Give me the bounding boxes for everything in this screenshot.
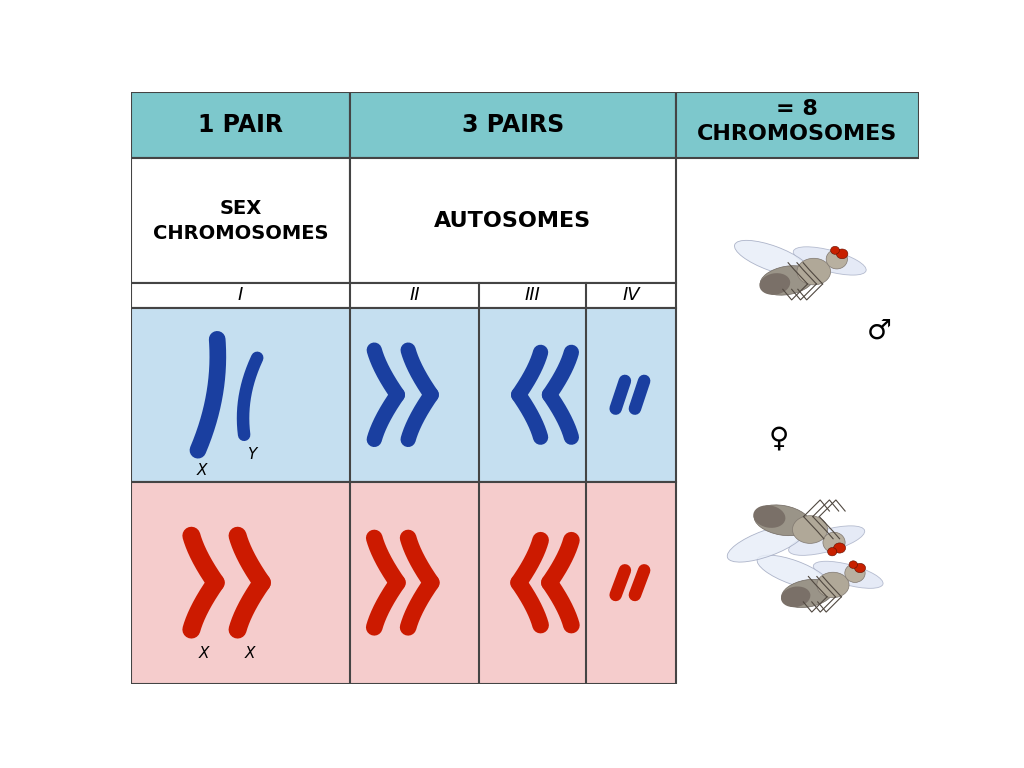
Ellipse shape <box>781 587 810 607</box>
Ellipse shape <box>826 250 848 269</box>
Text: Y: Y <box>247 447 257 462</box>
Bar <box>131 308 676 482</box>
Text: ♀: ♀ <box>769 425 790 452</box>
Ellipse shape <box>817 572 849 598</box>
Ellipse shape <box>837 249 848 259</box>
Ellipse shape <box>827 548 837 556</box>
Bar <box>676 158 920 684</box>
Ellipse shape <box>849 561 857 568</box>
Ellipse shape <box>757 555 829 589</box>
Text: X: X <box>197 462 207 478</box>
Text: IV: IV <box>623 286 640 304</box>
Text: II: II <box>409 286 420 304</box>
Text: = 8
CHROMOSOMES: = 8 CHROMOSOMES <box>697 98 897 144</box>
Text: 3 PAIRS: 3 PAIRS <box>462 113 564 137</box>
Ellipse shape <box>823 532 845 553</box>
Ellipse shape <box>788 526 864 555</box>
Ellipse shape <box>734 240 810 276</box>
Ellipse shape <box>793 515 827 544</box>
Ellipse shape <box>813 561 883 588</box>
Ellipse shape <box>781 579 834 607</box>
Text: AUTOSOMES: AUTOSOMES <box>434 210 592 230</box>
Text: X: X <box>245 646 256 660</box>
Text: SEX
CHROMOSOMES: SEX CHROMOSOMES <box>153 199 328 243</box>
Bar <box>676 158 920 283</box>
Ellipse shape <box>797 258 830 285</box>
Bar <box>131 482 676 684</box>
Bar <box>350 92 676 158</box>
Bar <box>131 158 350 283</box>
Bar <box>131 92 350 158</box>
Ellipse shape <box>834 543 846 553</box>
Bar <box>131 283 676 308</box>
Ellipse shape <box>830 247 840 254</box>
Text: I: I <box>238 286 243 304</box>
Ellipse shape <box>855 564 865 573</box>
Ellipse shape <box>754 505 785 528</box>
Text: 1 PAIR: 1 PAIR <box>198 113 283 137</box>
Text: III: III <box>524 286 541 304</box>
Ellipse shape <box>760 266 814 295</box>
Bar <box>676 92 920 158</box>
Ellipse shape <box>794 247 866 275</box>
Ellipse shape <box>727 525 806 562</box>
Ellipse shape <box>845 564 865 582</box>
Text: X: X <box>199 646 209 660</box>
Bar <box>350 158 676 283</box>
Ellipse shape <box>760 273 791 295</box>
Ellipse shape <box>754 505 811 535</box>
Text: ♂: ♂ <box>866 317 892 345</box>
